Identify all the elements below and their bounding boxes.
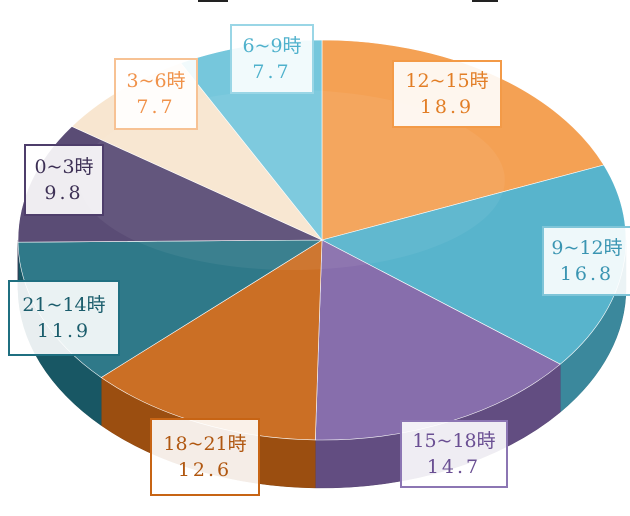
data-label-value: 12.6	[177, 459, 233, 481]
data-label-value: 7.7	[252, 61, 292, 83]
data-label-1: 9~12時 16.8	[542, 226, 630, 296]
data-label-category: 3~6時	[126, 70, 186, 92]
data-label-4: 21~14時 11.9	[8, 280, 120, 356]
data-label-6: 3~6時 7.7	[114, 58, 198, 130]
data-label-5: 0~3時 9.8	[24, 144, 104, 216]
pie-highlight	[79, 90, 505, 270]
data-label-value: 7.7	[136, 96, 176, 118]
data-label-category: 15~18時	[412, 430, 496, 452]
top-rule-right	[472, 0, 498, 2]
data-label-7: 6~9時 7.7	[230, 24, 314, 94]
data-label-3: 18~21時 12.6	[150, 418, 260, 496]
data-label-value: 14.7	[426, 456, 482, 478]
data-label-category: 0~3時	[34, 156, 94, 178]
data-label-2: 15~18時 14.7	[400, 420, 508, 488]
data-label-value: 18.9	[419, 96, 475, 118]
data-label-value: 16.8	[559, 263, 615, 285]
data-label-value: 11.9	[36, 320, 92, 342]
top-rule-left	[198, 0, 228, 2]
data-label-category: 6~9時	[242, 35, 302, 57]
data-label-value: 9.8	[44, 182, 84, 204]
data-label-category: 9~12時	[551, 237, 623, 259]
data-label-category: 18~21時	[163, 433, 247, 455]
data-label-category: 21~14時	[22, 294, 106, 316]
data-label-category: 12~15時	[405, 70, 489, 92]
data-label-0: 12~15時 18.9	[392, 60, 502, 128]
